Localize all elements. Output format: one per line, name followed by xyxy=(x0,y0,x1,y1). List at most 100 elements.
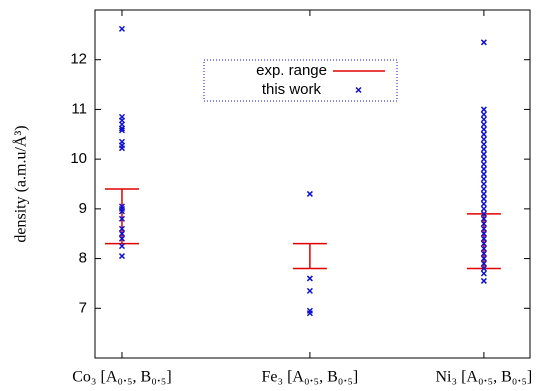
point xyxy=(480,195,487,202)
point-shape xyxy=(480,270,487,277)
point-shape xyxy=(118,215,126,222)
point-shape xyxy=(480,277,487,284)
point xyxy=(480,205,487,212)
y-tick-label: 9 xyxy=(79,200,87,217)
point-shape xyxy=(480,190,487,197)
point-shape xyxy=(118,235,126,242)
point-shape xyxy=(480,39,487,46)
y-tick-label: 11 xyxy=(71,100,87,117)
point-shape xyxy=(118,225,126,232)
y-tick-label: 7 xyxy=(79,299,87,316)
point-shape xyxy=(480,161,487,168)
point xyxy=(306,275,313,282)
point xyxy=(118,215,126,222)
point xyxy=(480,260,487,267)
point xyxy=(480,245,487,252)
point xyxy=(118,230,126,237)
point xyxy=(306,310,313,317)
point xyxy=(118,208,126,215)
point xyxy=(118,125,126,132)
point xyxy=(118,243,126,250)
point-shape xyxy=(118,145,126,152)
point xyxy=(480,215,487,222)
legend-box xyxy=(203,59,398,102)
point xyxy=(118,235,126,242)
point-shape xyxy=(480,235,487,242)
point-shape xyxy=(480,151,487,158)
point xyxy=(480,111,487,118)
point xyxy=(306,190,313,197)
x-tick-label: Ni₃ [A₀.₅, B₀.₅] xyxy=(435,369,532,386)
x-tick-label: Fe₃ [A₀.₅, B₀.₅] xyxy=(261,369,358,386)
point-shape xyxy=(480,200,487,207)
point xyxy=(118,225,126,232)
point xyxy=(480,190,487,197)
point-shape xyxy=(480,121,487,128)
point xyxy=(480,121,487,128)
point-shape xyxy=(480,111,487,118)
legend-swatch xyxy=(355,86,362,94)
point-shape xyxy=(480,225,487,232)
point-shape xyxy=(306,275,313,282)
point-shape xyxy=(480,205,487,212)
point-shape xyxy=(480,185,487,193)
legend-swatch-shape xyxy=(355,86,362,94)
point xyxy=(480,106,487,113)
point-shape xyxy=(480,180,487,188)
point xyxy=(480,175,487,183)
point-shape xyxy=(480,166,487,173)
y-tick-label: 10 xyxy=(70,150,87,167)
point xyxy=(480,151,487,158)
point-shape xyxy=(480,220,487,227)
plot-frame xyxy=(94,9,531,359)
point-shape xyxy=(480,131,487,138)
point xyxy=(118,127,126,134)
point xyxy=(480,141,487,148)
point-shape xyxy=(480,175,487,183)
point xyxy=(480,230,487,237)
point-shape xyxy=(118,25,126,32)
point-shape xyxy=(118,253,126,260)
point xyxy=(118,253,126,260)
point-shape xyxy=(306,310,313,317)
legend-label: this work xyxy=(262,81,322,98)
point-shape xyxy=(118,208,126,215)
point-shape xyxy=(480,116,487,123)
point xyxy=(480,270,487,277)
point-shape xyxy=(480,195,487,202)
point-shape xyxy=(118,230,126,237)
point xyxy=(480,131,487,138)
point-shape xyxy=(480,245,487,252)
point xyxy=(480,200,487,207)
point-shape xyxy=(480,230,487,237)
point xyxy=(480,210,487,217)
point-shape xyxy=(480,210,487,217)
y-tick-label: 8 xyxy=(79,250,87,267)
point-shape xyxy=(480,141,487,148)
point xyxy=(480,126,487,133)
point-shape xyxy=(480,106,487,113)
x-tick-label: Co₃ [A₀.₅, B₀.₅] xyxy=(72,369,171,386)
point-shape xyxy=(480,156,487,163)
point xyxy=(480,171,487,178)
point-shape xyxy=(480,260,487,267)
point-shape xyxy=(480,265,487,272)
point xyxy=(480,265,487,272)
point xyxy=(480,277,487,284)
point xyxy=(480,116,487,123)
point-shape xyxy=(480,240,487,247)
y-tick-label: 12 xyxy=(70,51,87,68)
point xyxy=(480,225,487,232)
point-shape xyxy=(480,255,487,262)
point-shape xyxy=(118,243,126,250)
point xyxy=(480,161,487,168)
point-shape xyxy=(480,250,487,257)
point-shape xyxy=(480,126,487,133)
point xyxy=(480,156,487,163)
point xyxy=(118,145,126,152)
y-axis-label: density (a.m.u/Å³) xyxy=(12,125,30,242)
point-shape xyxy=(480,146,487,153)
point xyxy=(480,166,487,173)
point-shape xyxy=(480,171,487,178)
